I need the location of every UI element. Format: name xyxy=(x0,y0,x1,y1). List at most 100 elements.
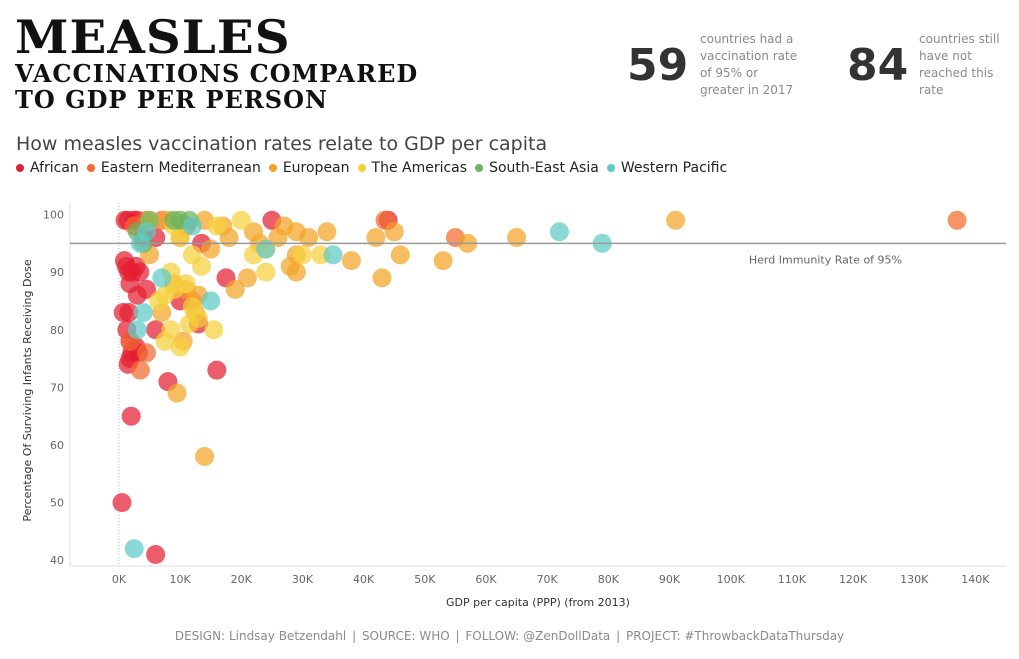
data-point[interactable] xyxy=(225,279,245,299)
data-point[interactable] xyxy=(231,210,251,230)
x-axis-label: GDP per capita (PPP) (from 2013) xyxy=(446,596,630,609)
data-point[interactable] xyxy=(152,268,172,288)
title-line-2: VACCINATIONS COMPARED xyxy=(15,59,419,88)
data-point[interactable] xyxy=(155,331,175,351)
x-tick-label: 70K xyxy=(537,573,559,586)
data-point[interactable] xyxy=(201,239,221,259)
x-tick-label: 10K xyxy=(170,573,192,586)
data-point[interactable] xyxy=(195,447,215,467)
x-tick-label: 40K xyxy=(353,573,375,586)
footer-follow[interactable]: FOLLOW: @ZenDollData xyxy=(465,629,611,643)
footer-separator: | xyxy=(352,629,357,643)
footer-project[interactable]: PROJECT: #ThrowbackDataThursday xyxy=(625,629,845,643)
data-point[interactable] xyxy=(549,222,569,242)
chart-subtitle: How measles vaccination rates relate to … xyxy=(16,133,548,155)
data-point[interactable] xyxy=(207,216,227,236)
legend-item-african[interactable]: African xyxy=(16,160,79,176)
data-point[interactable] xyxy=(256,262,276,282)
data-point[interactable] xyxy=(192,256,212,276)
x-tick-label: 140K xyxy=(961,573,990,586)
data-point[interactable] xyxy=(112,493,132,513)
data-point[interactable] xyxy=(204,320,224,340)
data-point[interactable] xyxy=(268,228,288,248)
legend-item-south-east-asia[interactable]: South-East Asia xyxy=(475,160,599,176)
data-point[interactable] xyxy=(666,210,686,230)
data-point[interactable] xyxy=(384,222,404,242)
legend-item-western-pacific[interactable]: Western Pacific xyxy=(606,160,728,176)
x-tick-label: 90K xyxy=(659,573,681,586)
data-point[interactable] xyxy=(256,239,276,259)
data-point[interactable] xyxy=(130,360,150,380)
data-point[interactable] xyxy=(124,539,144,559)
data-point[interactable] xyxy=(179,314,199,334)
y-tick-label: 90 xyxy=(50,266,64,279)
legend-label: Western Pacific xyxy=(620,160,728,176)
data-point[interactable] xyxy=(280,256,300,276)
data-point[interactable] xyxy=(136,343,156,363)
data-point[interactable] xyxy=(341,251,361,271)
footer-separator: | xyxy=(455,629,460,643)
x-tick-label: 100K xyxy=(717,573,746,586)
y-tick-label: 100 xyxy=(43,209,64,222)
kpi-text-line: have not xyxy=(919,49,972,63)
data-point[interactable] xyxy=(119,302,139,322)
y-tick-label: 40 xyxy=(50,554,64,567)
kpi-text-line: rate xyxy=(919,83,944,97)
chart-axes: 0K 10K 20K 30K 40K 50K 60K 70K 80K 90K 100K 110K 120… xyxy=(43,203,1006,586)
y-tick-label: 50 xyxy=(50,497,64,510)
data-point[interactable] xyxy=(433,251,453,271)
legend-item-eastern-mediterranean[interactable]: Eastern Mediterranean xyxy=(86,160,261,176)
data-point[interactable] xyxy=(146,544,166,564)
data-point[interactable] xyxy=(127,320,147,340)
data-point[interactable] xyxy=(507,228,527,248)
data-point[interactable] xyxy=(207,360,227,380)
data-point[interactable] xyxy=(121,406,141,426)
data-point[interactable] xyxy=(136,279,156,299)
footer-source: SOURCE: WHO xyxy=(361,629,450,643)
legend-swatch xyxy=(475,164,484,172)
data-point[interactable] xyxy=(167,383,187,403)
data-point[interactable] xyxy=(947,210,967,230)
kpi-text-noncompliant: countries still have not reached this ra… xyxy=(919,31,1000,99)
footer-separator: | xyxy=(616,629,621,643)
kpi-value-compliant: 59 xyxy=(627,40,689,91)
data-point[interactable] xyxy=(182,216,202,236)
title-line-1: MEASLES xyxy=(15,10,291,64)
data-point[interactable] xyxy=(149,291,169,311)
data-point[interactable] xyxy=(390,245,410,265)
legend-item-european[interactable]: European xyxy=(268,160,350,176)
data-point[interactable] xyxy=(133,302,153,322)
chart-points xyxy=(112,210,967,564)
data-point[interactable] xyxy=(299,228,319,248)
data-point[interactable] xyxy=(176,274,196,294)
data-point[interactable] xyxy=(201,291,221,311)
x-tick-label: 30K xyxy=(292,573,314,586)
data-point[interactable] xyxy=(170,337,190,357)
x-tick-label: 130K xyxy=(900,573,929,586)
x-tick-label: 60K xyxy=(475,573,497,586)
data-point[interactable] xyxy=(170,228,190,248)
y-axis-label: Percentage Of Surviving Infants Receivin… xyxy=(21,259,34,522)
data-point[interactable] xyxy=(219,228,239,248)
x-tick-label: 120K xyxy=(839,573,868,586)
kpi-text-line: vaccination rate xyxy=(700,49,798,63)
data-point[interactable] xyxy=(292,245,312,265)
data-point[interactable] xyxy=(323,245,343,265)
data-point[interactable] xyxy=(372,268,392,288)
data-point[interactable] xyxy=(366,228,386,248)
legend-swatch xyxy=(357,164,366,172)
kpi-text-line: countries still xyxy=(919,32,1000,46)
legend-swatch xyxy=(16,164,24,172)
data-point[interactable] xyxy=(237,268,257,288)
kpi-text-line: reached this xyxy=(919,66,994,80)
y-tick-label: 60 xyxy=(50,439,64,452)
legend-swatch xyxy=(86,164,95,172)
legend-item-americas[interactable]: The Americas xyxy=(357,160,467,176)
legend-swatch xyxy=(606,164,615,172)
data-point[interactable] xyxy=(317,222,337,242)
footer-design: DESIGN: Lindsay Betzendahl xyxy=(174,629,347,643)
legend-swatch xyxy=(268,164,277,172)
x-tick-label: 20K xyxy=(231,573,253,586)
kpi-text-line: of 95% or xyxy=(700,66,759,80)
